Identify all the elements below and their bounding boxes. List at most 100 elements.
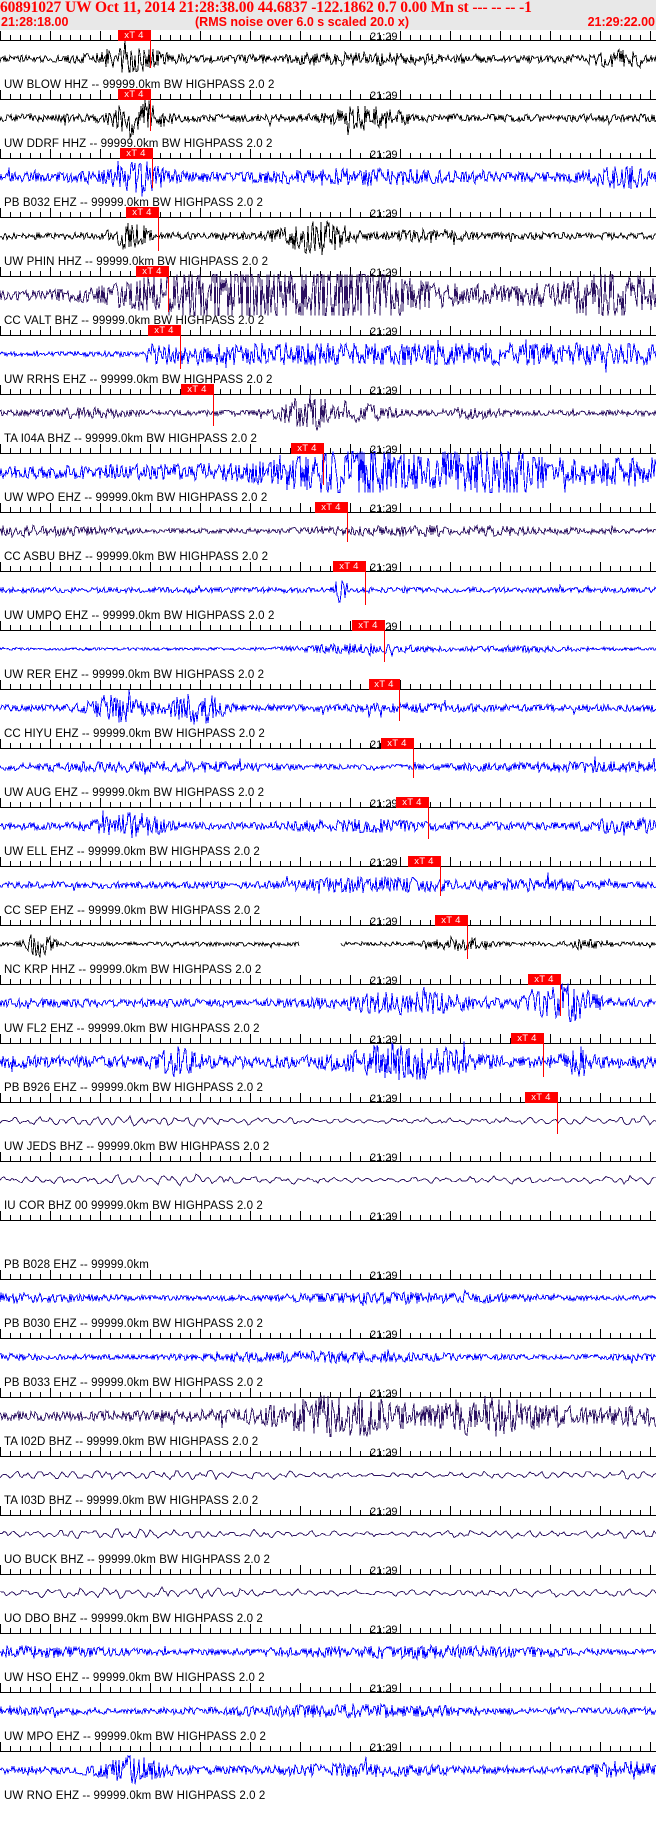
trace-row[interactable]: 21:29 xT 4 NC KRP HHZ -- 99999.0km BW HIGH… xyxy=(0,915,656,974)
pick-marker-label[interactable]: xT 4 xyxy=(126,207,158,218)
waveform[interactable] xyxy=(0,451,656,493)
trace-row[interactable]: 21:29 xT 4 CC ASBU BHZ -- 99999.0km BW HIG… xyxy=(0,502,656,561)
axis-time-label: 21:29 xyxy=(370,503,398,515)
waveform[interactable] xyxy=(0,38,656,80)
waveform[interactable] xyxy=(0,1159,656,1201)
pick-marker-label[interactable]: xT 4 xyxy=(118,30,150,41)
pick-marker-label[interactable]: xT 4 xyxy=(118,89,150,100)
trace-label: UW HSO EHZ -- 99999.0km BW HIGHPASS 2.0 … xyxy=(4,1672,265,1682)
trace-row[interactable]: 21:29 xT 4 UW ELL EHZ -- 99999.0km BW HIGH… xyxy=(0,797,656,856)
waveform[interactable] xyxy=(0,805,656,847)
pick-marker-label[interactable]: xT 4 xyxy=(291,443,323,454)
pick-marker-line xyxy=(440,856,441,896)
trace-row[interactable]: 21:29 xT 4 TA I04A BHZ -- 99999.0km BW HIG… xyxy=(0,384,656,443)
waveform[interactable] xyxy=(0,97,656,139)
trace-row[interactable]: 21:29 xT 4 UW UMPQ EHZ -- 99999.0km BW HIG… xyxy=(0,561,656,620)
axis-time-label: 21:29 xyxy=(370,1388,398,1400)
trace-row[interactable]: 21:29 xT 4 PB B032 EHZ -- 99999.0km BW HIG… xyxy=(0,148,656,207)
waveform[interactable] xyxy=(0,1454,656,1496)
trace-row[interactable]: 21:29 xT 4 UW FL2 EHZ -- 99999.0km BW HIGH… xyxy=(0,974,656,1033)
waveform[interactable] xyxy=(0,1395,656,1437)
pick-marker-label[interactable]: xT 4 xyxy=(148,325,180,336)
trace-label: UW RER EHZ -- 99999.0km BW HIGHPASS 2.0 … xyxy=(4,669,265,679)
pick-marker-label[interactable]: xT 4 xyxy=(315,502,347,513)
waveform[interactable] xyxy=(0,1690,656,1732)
waveform[interactable] xyxy=(0,1749,656,1791)
trace-row[interactable]: 21:29 TA I03D BHZ -- 99999.0km BW HIGHPAS… xyxy=(0,1446,656,1505)
pick-marker-label[interactable]: xT 4 xyxy=(511,1033,543,1044)
pick-marker-line xyxy=(365,561,366,605)
trace-row[interactable]: 21:29 xT 4 UW BLOW HHZ -- 99999.0km BW HIG… xyxy=(0,30,656,89)
trace-row[interactable]: 21:29 UO BUCK BHZ -- 99999.0km BW HIGHPAS… xyxy=(0,1505,656,1564)
trace-row[interactable]: 21:29 UW RNO EHZ -- 99999.0km BW HIGHPASS… xyxy=(0,1741,656,1800)
pick-marker-label[interactable]: xT 4 xyxy=(435,915,467,926)
pick-marker-label[interactable]: xT 4 xyxy=(525,1092,557,1103)
waveform[interactable] xyxy=(0,1277,656,1319)
trace-row[interactable]: 21:29 xT 4 UW DDRF HHZ -- 99999.0km BW HIG… xyxy=(0,89,656,148)
waveform[interactable] xyxy=(0,392,656,434)
trace-label: CC VALT BHZ -- 99999.0km BW HIGHPASS 2.0… xyxy=(4,315,265,325)
trace-row[interactable]: 21:29 UW MPO EHZ -- 99999.0km BW HIGHPASS… xyxy=(0,1682,656,1741)
waveform[interactable] xyxy=(0,746,656,788)
trace-row[interactable]: 21:29 xT 4 PB B926 EHZ -- 99999.0km BW HIG… xyxy=(0,1033,656,1092)
trace-label: UW WPO EHZ -- 99999.0km BW HIGHPASS 2.0 … xyxy=(4,492,268,502)
pick-marker-label[interactable]: xT 4 xyxy=(528,974,560,985)
waveform[interactable] xyxy=(0,333,656,375)
trace-row[interactable]: 21:29 UO DBO BHZ -- 99999.0km BW HIGHPASS… xyxy=(0,1564,656,1623)
pick-marker-label[interactable]: xT 4 xyxy=(333,561,365,572)
pick-marker-label[interactable]: xT 4 xyxy=(381,738,413,749)
waveform[interactable] xyxy=(0,1041,656,1083)
waveform[interactable] xyxy=(0,1513,656,1555)
axis-time-label: 21:29 xyxy=(370,267,398,279)
time-axis xyxy=(0,443,656,454)
pick-marker-label[interactable]: xT 4 xyxy=(369,679,399,690)
axis-time-label: 21:29 xyxy=(370,916,398,928)
trace-label: UW BLOW HHZ -- 99999.0km BW HIGHPASS 2.0… xyxy=(4,79,275,89)
pick-marker-label[interactable]: xT 4 xyxy=(352,620,384,631)
waveform[interactable] xyxy=(0,982,656,1024)
waveform[interactable] xyxy=(0,1631,656,1673)
waveform[interactable] xyxy=(0,215,656,257)
pick-marker-label[interactable]: xT 4 xyxy=(396,797,428,808)
waveform[interactable] xyxy=(0,569,656,611)
trace-row[interactable]: 21:29 PB B033 EHZ -- 99999.0km BW HIGHPAS… xyxy=(0,1328,656,1387)
trace-row[interactable]: 21:29 xT 4 CC SEP EHZ -- 99999.0km BW HIGH… xyxy=(0,856,656,915)
time-axis xyxy=(0,1151,656,1162)
pick-marker-label[interactable]: xT 4 xyxy=(181,384,213,395)
waveform[interactable] xyxy=(0,510,656,552)
trace-row[interactable]: 21:29 PB B030 EHZ -- 99999.0km BW HIGHPAS… xyxy=(0,1269,656,1328)
waveform[interactable] xyxy=(0,156,656,198)
waveform[interactable] xyxy=(0,1100,656,1142)
waveform[interactable] xyxy=(0,274,656,316)
time-axis xyxy=(0,738,656,749)
time-axis xyxy=(0,1741,656,1752)
trace-row[interactable]: 21:29 xT 4 CC VALT BHZ -- 99999.0km BW HIG… xyxy=(0,266,656,325)
trace-label: CC HIYU EHZ -- 99999.0km BW HIGHPASS 2.0… xyxy=(4,728,265,738)
waveform[interactable] xyxy=(0,1218,656,1260)
trace-row[interactable]: 21:29 TA I02D BHZ -- 99999.0km BW HIGHPAS… xyxy=(0,1387,656,1446)
trace-label: PB B028 EHZ -- 99999.0km xyxy=(4,1259,149,1269)
trace-row[interactable]: 21:29 xT 4 UW PHIN HHZ -- 99999.0km BW HIG… xyxy=(0,207,656,266)
waveform[interactable] xyxy=(0,687,656,729)
axis-time-label: 21:29 xyxy=(370,975,398,987)
waveform[interactable] xyxy=(0,864,656,906)
pick-marker-label[interactable]: xT 4 xyxy=(408,856,440,867)
axis-time-label: 21:29 xyxy=(370,208,398,220)
pick-marker-line xyxy=(347,502,348,542)
pick-marker-label[interactable]: xT 4 xyxy=(120,148,152,159)
trace-row[interactable]: 21:29 IU COR BHZ 00 99999.0km BW HIGHPASS… xyxy=(0,1151,656,1210)
trace-row[interactable]: 21:29 xT 4 UW JEDS BHZ -- 99999.0km BW HIG… xyxy=(0,1092,656,1151)
trace-row[interactable]: 21:29 xT 4 UW RRHS EHZ -- 99999.0km BW HIG… xyxy=(0,325,656,384)
trace-row[interactable]: 21:29 PB B028 EHZ -- 99999.0km xyxy=(0,1210,656,1269)
waveform[interactable] xyxy=(0,1572,656,1614)
trace-row[interactable]: 21:29 UW HSO EHZ -- 99999.0km BW HIGHPASS… xyxy=(0,1623,656,1682)
pick-marker-label[interactable]: xT 4 xyxy=(136,266,168,277)
waveform[interactable] xyxy=(0,1336,656,1378)
waveform[interactable] xyxy=(0,923,656,965)
trace-row[interactable]: 21:29 xT 4 UW WPO EHZ -- 99999.0km BW HIGH… xyxy=(0,443,656,502)
axis-time-label: 21:29 xyxy=(370,1329,398,1341)
waveform[interactable] xyxy=(0,628,656,670)
